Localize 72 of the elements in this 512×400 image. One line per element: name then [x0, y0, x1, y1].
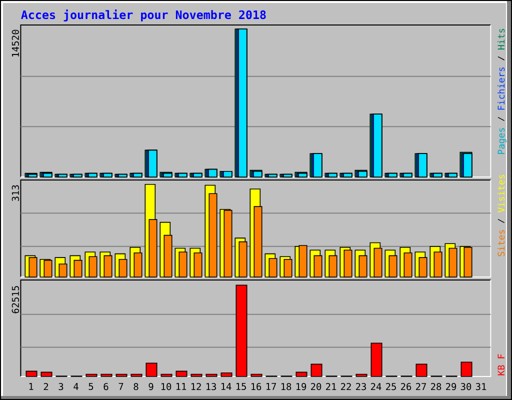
- x-tick-label: 25: [386, 383, 396, 390]
- bar: [130, 374, 142, 377]
- x-tick-label: 19: [296, 383, 306, 390]
- x-tick-label: 26: [401, 383, 412, 390]
- bar: [176, 370, 188, 377]
- bar: [146, 362, 158, 377]
- bar: [74, 260, 82, 278]
- text: Hits: [498, 28, 505, 50]
- x-tick-label: 5: [88, 383, 94, 390]
- legend-label: Sites: [498, 230, 505, 256]
- bar: [464, 246, 472, 278]
- bar: [206, 374, 218, 377]
- x-tick-label: 24: [371, 383, 382, 390]
- x-tick-label: 21: [326, 383, 336, 390]
- legend-label: Pages: [498, 128, 506, 154]
- x-tick-label: 20: [311, 383, 322, 390]
- x-tick-label: 22: [341, 383, 351, 390]
- x-tick-label: 6: [104, 383, 108, 390]
- x-tick-label: 8: [134, 383, 138, 390]
- bar: [104, 255, 112, 278]
- x-tick-label: 31: [476, 383, 486, 390]
- bar: [28, 257, 38, 278]
- bar: [310, 364, 322, 377]
- bar: [298, 245, 308, 278]
- bar: [26, 370, 38, 377]
- bar: [220, 372, 232, 377]
- legend-label: Fichiers: [498, 67, 505, 110]
- x-tick-label: 11: [176, 383, 186, 390]
- x-tick-label: 29: [446, 383, 456, 390]
- text: Visites: [498, 174, 505, 212]
- text: KB F: [498, 354, 505, 376]
- bar: [116, 374, 128, 377]
- x-tick-label: 16: [251, 383, 262, 390]
- bar: [370, 342, 382, 377]
- x-tick-label: 2: [44, 383, 48, 390]
- bar: [178, 252, 188, 278]
- x-tick-label: 14: [221, 383, 232, 390]
- x-tick-label: 13: [206, 383, 216, 390]
- bar: [250, 374, 262, 377]
- bar: [296, 372, 308, 377]
- bar: [284, 258, 292, 278]
- x-tick-label: 1: [29, 383, 34, 390]
- text: 62515: [12, 286, 20, 314]
- x-tick-label: 30: [460, 383, 472, 390]
- x-tick-label: 3: [58, 383, 64, 390]
- x-tick-label: 12: [191, 383, 201, 390]
- bar: [236, 284, 248, 377]
- x-tick-label: 27: [416, 383, 426, 390]
- x-tick-label: 15: [236, 383, 246, 390]
- x-tick-label: 7: [118, 383, 124, 390]
- x-tick-label: 17: [266, 383, 276, 390]
- x-tick-label: 28: [431, 383, 442, 390]
- bar: [44, 260, 52, 278]
- x-tick-label: 10: [161, 383, 172, 390]
- bar: [160, 374, 172, 377]
- bar: [356, 374, 368, 377]
- chart-title: Acces journalier pour Novembre 2018: [21, 10, 266, 22]
- bar: [344, 250, 352, 278]
- bar: [416, 364, 428, 377]
- bar: [238, 241, 248, 278]
- x-tick-label: 23: [356, 383, 366, 390]
- x-tick-label: 18: [281, 383, 292, 390]
- x-tick-label: 4: [74, 383, 78, 390]
- bar: [460, 362, 472, 377]
- text: 14520: [12, 30, 20, 57]
- bar: [40, 372, 52, 377]
- text: 313: [12, 185, 20, 202]
- x-tick-label: 9: [148, 383, 154, 390]
- bar: [190, 374, 202, 377]
- bar: [100, 374, 112, 377]
- bar: [224, 210, 232, 278]
- bar: [86, 374, 98, 377]
